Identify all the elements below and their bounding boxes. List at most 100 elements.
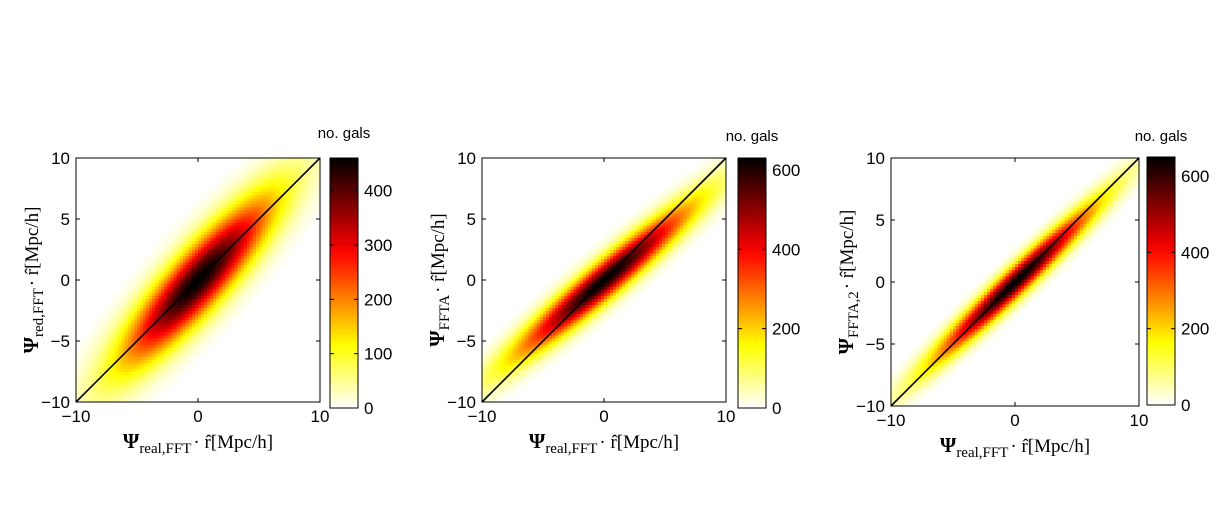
heatmap-cell — [274, 197, 278, 202]
heatmap-cell — [82, 356, 86, 360]
heatmap-cell — [665, 243, 669, 248]
heatmap-cell — [191, 347, 196, 351]
heatmap-cell — [198, 225, 202, 229]
heatmap-cell — [289, 200, 294, 205]
heatmap-cell — [216, 225, 220, 229]
heatmap-cell — [164, 325, 169, 330]
heatmap-cell — [665, 212, 669, 217]
heatmap-cell — [231, 197, 236, 202]
heatmap-cell — [103, 374, 108, 379]
heatmap-cell — [628, 276, 633, 281]
heatmap-cell — [121, 295, 126, 299]
heatmap-cell — [152, 319, 156, 324]
heatmap-cell — [610, 280, 614, 284]
heatmap-cell — [88, 334, 92, 339]
heatmap-cell — [225, 319, 230, 324]
heatmap-cell — [668, 249, 672, 254]
heatmap-cell — [539, 365, 544, 370]
heatmap-cell — [289, 206, 294, 211]
heatmap-cell — [243, 237, 248, 241]
heatmap-cell — [182, 222, 187, 226]
heatmap-cell — [658, 225, 663, 229]
heatmap-cell — [222, 328, 227, 333]
heatmap-cell — [237, 185, 242, 190]
heatmap-cell — [155, 389, 159, 394]
heatmap-cell — [191, 252, 196, 257]
heatmap-cell — [579, 328, 584, 333]
heatmap-cell — [91, 392, 95, 397]
heatmap-cell — [564, 295, 568, 299]
heatmap-cell — [213, 249, 217, 254]
heatmap-cell — [130, 286, 135, 290]
heatmap-cell — [249, 246, 254, 251]
heatmap-cell — [155, 283, 159, 287]
heatmap-cell — [201, 298, 205, 302]
heatmap-cell — [246, 185, 251, 190]
heatmap-cell — [613, 280, 617, 284]
heatmap-cell — [607, 289, 611, 293]
heatmap-cell — [185, 325, 190, 330]
heatmap-cell — [558, 310, 562, 315]
heatmap-cell — [152, 347, 156, 351]
heatmap-cell — [280, 209, 284, 214]
heatmap-cell — [280, 225, 284, 229]
heatmap-cell — [482, 368, 486, 373]
heatmap-cell — [143, 383, 147, 388]
heatmap-cell — [173, 255, 178, 260]
heatmap-cell — [649, 273, 654, 278]
heatmap-cell — [155, 331, 159, 336]
heatmap-cell — [167, 371, 172, 376]
heatmap-cell — [155, 325, 159, 330]
y-tick-label: 0 — [61, 271, 70, 290]
heatmap-cell — [158, 276, 162, 281]
heatmap-cell — [127, 334, 132, 339]
heatmap-cell — [201, 295, 205, 299]
heatmap-cell — [158, 362, 162, 366]
heatmap-cell — [243, 164, 248, 168]
heatmap-cell — [173, 273, 178, 278]
heatmap-cell — [585, 270, 590, 275]
heatmap-cell — [167, 234, 172, 238]
heatmap-cell — [289, 164, 294, 168]
heatmap-cell — [179, 368, 184, 373]
heatmap-cell — [643, 246, 648, 251]
heatmap-cell — [652, 261, 657, 266]
heatmap-cell — [204, 310, 208, 315]
heatmap-cell — [268, 170, 272, 174]
heatmap-cell — [173, 283, 178, 287]
heatmap-cell — [137, 380, 141, 385]
heatmap-cell — [295, 164, 300, 168]
heatmap-cell — [619, 234, 623, 238]
heatmap-cell — [164, 295, 169, 299]
heatmap-cell — [158, 356, 162, 360]
heatmap-cell — [170, 322, 175, 327]
heatmap-cell — [298, 188, 303, 193]
heatmap-cell — [292, 240, 297, 244]
heatmap-cell — [167, 337, 172, 342]
heatmap-cell — [204, 240, 208, 244]
heatmap-cell — [137, 313, 141, 318]
heatmap-cell — [222, 283, 227, 287]
heatmap-cell — [494, 356, 498, 360]
heatmap-cell — [140, 344, 144, 348]
heatmap-cell — [616, 237, 620, 241]
heatmap-cell — [252, 200, 257, 205]
heatmap-cell — [555, 307, 559, 312]
heatmap-cell — [613, 273, 617, 278]
heatmap-cell — [179, 307, 184, 312]
heatmap-cell — [613, 304, 617, 309]
heatmap-cell — [616, 243, 620, 248]
heatmap-cell — [555, 359, 559, 363]
heatmap-cell — [176, 325, 181, 330]
heatmap-cell — [277, 237, 281, 241]
heatmap-cell — [604, 283, 608, 287]
heatmap-cell — [219, 206, 223, 211]
heatmap-cell — [213, 337, 217, 342]
heatmap-cell — [625, 258, 629, 263]
heatmap-cell — [658, 231, 663, 235]
heatmap-cell — [249, 203, 254, 208]
heatmap-cell — [271, 200, 275, 205]
heatmap-cell — [259, 283, 263, 287]
heatmap-cell — [579, 270, 584, 275]
heatmap-cell — [301, 182, 306, 187]
